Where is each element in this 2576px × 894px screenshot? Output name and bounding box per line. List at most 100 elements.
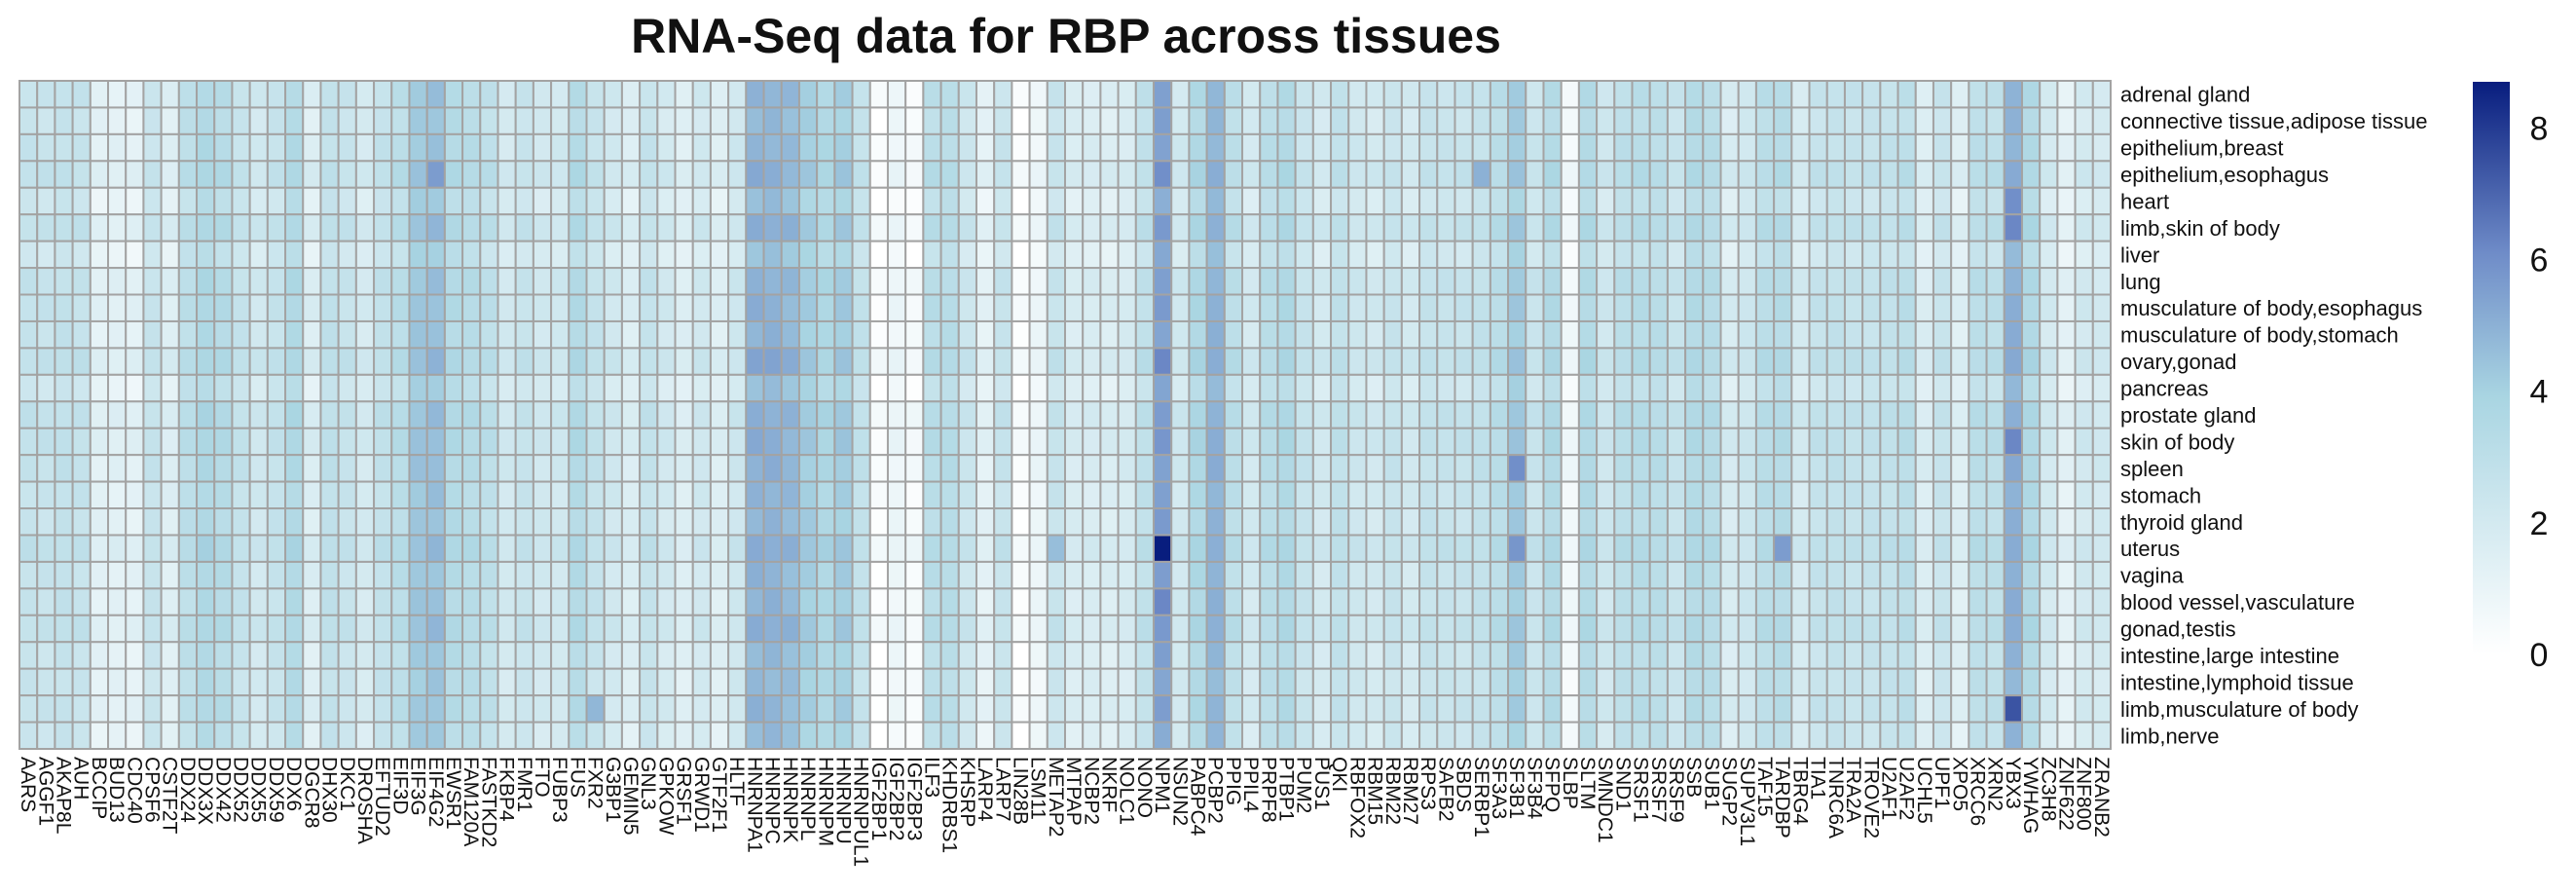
heatmap-cell (745, 267, 765, 296)
heatmap-cell (1577, 186, 1599, 216)
heatmap-cell (142, 427, 163, 457)
heatmap-cell (1843, 427, 1864, 457)
heatmap-cell (1311, 106, 1333, 135)
heatmap-cell (390, 534, 411, 563)
heatmap-cell (1560, 267, 1580, 296)
heatmap-cell (585, 267, 606, 296)
heatmap-cell (373, 587, 393, 616)
heatmap-cell (1153, 293, 1173, 322)
heatmap-cell (390, 694, 411, 724)
heatmap-cell (691, 347, 712, 376)
heatmap-cell (1011, 694, 1031, 724)
heatmap-cell (691, 213, 712, 242)
heatmap-cell (868, 694, 889, 724)
heatmap-cell (1808, 614, 1828, 644)
heatmap-cell (1879, 132, 1899, 163)
heatmap-cell (1205, 186, 1226, 216)
heatmap-cell (1507, 641, 1527, 670)
heatmap-cell (160, 267, 180, 296)
heatmap-cell (514, 641, 534, 670)
heatmap-cell (585, 80, 606, 109)
heatmap-cell (2020, 587, 2042, 616)
column-label: RBM22 (1381, 757, 1404, 825)
heatmap-cell (1400, 427, 1421, 457)
heatmap-cell (1064, 721, 1085, 750)
heatmap-cell (177, 106, 199, 135)
heatmap-cell (1985, 614, 2006, 644)
heatmap-cell (568, 534, 588, 563)
heatmap-cell (922, 721, 942, 750)
heatmap-cell (1790, 667, 1811, 697)
heatmap-cell (585, 614, 606, 644)
heatmap-cell (797, 319, 819, 350)
heatmap-cell (1950, 560, 1970, 590)
heatmap-cell (54, 614, 74, 644)
heatmap-cell (213, 240, 234, 270)
heatmap-cell (213, 400, 234, 429)
heatmap-cell (36, 347, 56, 376)
heatmap-cell (248, 132, 269, 163)
heatmap-cell (2074, 240, 2094, 270)
heatmap-cell (1188, 132, 1208, 163)
heatmap-cell (1011, 373, 1031, 403)
heatmap-cell (1205, 160, 1226, 189)
heatmap-cell (1968, 641, 1988, 670)
heatmap-cell (816, 560, 836, 590)
heatmap-cell (1648, 694, 1669, 724)
heatmap-cell (639, 373, 659, 403)
heatmap-cell (1134, 560, 1156, 590)
heatmap-cell (408, 132, 428, 163)
heatmap-cell (125, 641, 145, 670)
heatmap-cell (816, 293, 836, 322)
heatmap-cell (1596, 667, 1616, 697)
heatmap-cell (408, 560, 428, 590)
heatmap-cell (691, 641, 712, 670)
heatmap-cell (780, 213, 800, 242)
heatmap-cell (851, 721, 871, 750)
heatmap-cell (1737, 507, 1757, 537)
heatmap-cell (248, 587, 269, 616)
heatmap-cell (319, 400, 340, 429)
heatmap-cell (709, 427, 730, 457)
heatmap-cell (443, 667, 464, 697)
heatmap-cell (2039, 694, 2059, 724)
heatmap-cell (1454, 106, 1474, 135)
heatmap-cell (1117, 293, 1137, 322)
heatmap-cell (833, 694, 854, 724)
heatmap-cell (585, 160, 606, 189)
column-label: SUPV3L1 (1736, 757, 1758, 846)
heatmap-cell (1719, 186, 1740, 216)
heatmap-cell (284, 186, 305, 216)
heatmap-cell (957, 160, 977, 189)
heatmap-cell (851, 641, 871, 670)
heatmap-cell (425, 667, 446, 697)
heatmap-cell (886, 400, 907, 429)
heatmap-cell (1259, 293, 1279, 322)
heatmap-cell (248, 106, 269, 135)
heatmap-cell (231, 400, 251, 429)
heatmap-cell (691, 587, 712, 616)
heatmap-cell (691, 132, 712, 163)
heatmap-cell (2039, 400, 2059, 429)
heatmap-cell (1684, 587, 1705, 616)
heatmap-cell (745, 106, 765, 135)
heatmap-cell (1790, 267, 1811, 296)
heatmap-cell (1932, 160, 1953, 189)
heatmap-cell (904, 132, 925, 163)
heatmap-cell (1914, 507, 1934, 537)
heatmap-cell (196, 641, 216, 670)
column-label: NONO (1133, 757, 1156, 818)
heatmap-cell (1117, 560, 1137, 590)
heatmap-cell (213, 587, 234, 616)
heatmap-cell (302, 400, 322, 429)
heatmap-cell (1454, 373, 1474, 403)
heatmap-cell (461, 160, 482, 189)
heatmap-cell (1896, 427, 1917, 457)
heatmap-cell (639, 347, 659, 376)
heatmap-cell (745, 614, 765, 644)
heatmap-cell (2003, 587, 2023, 616)
heatmap-cell (1825, 694, 1846, 724)
heatmap-cell (1790, 106, 1811, 135)
heatmap-cell (1754, 507, 1776, 537)
heatmap-cell (1968, 347, 1988, 376)
